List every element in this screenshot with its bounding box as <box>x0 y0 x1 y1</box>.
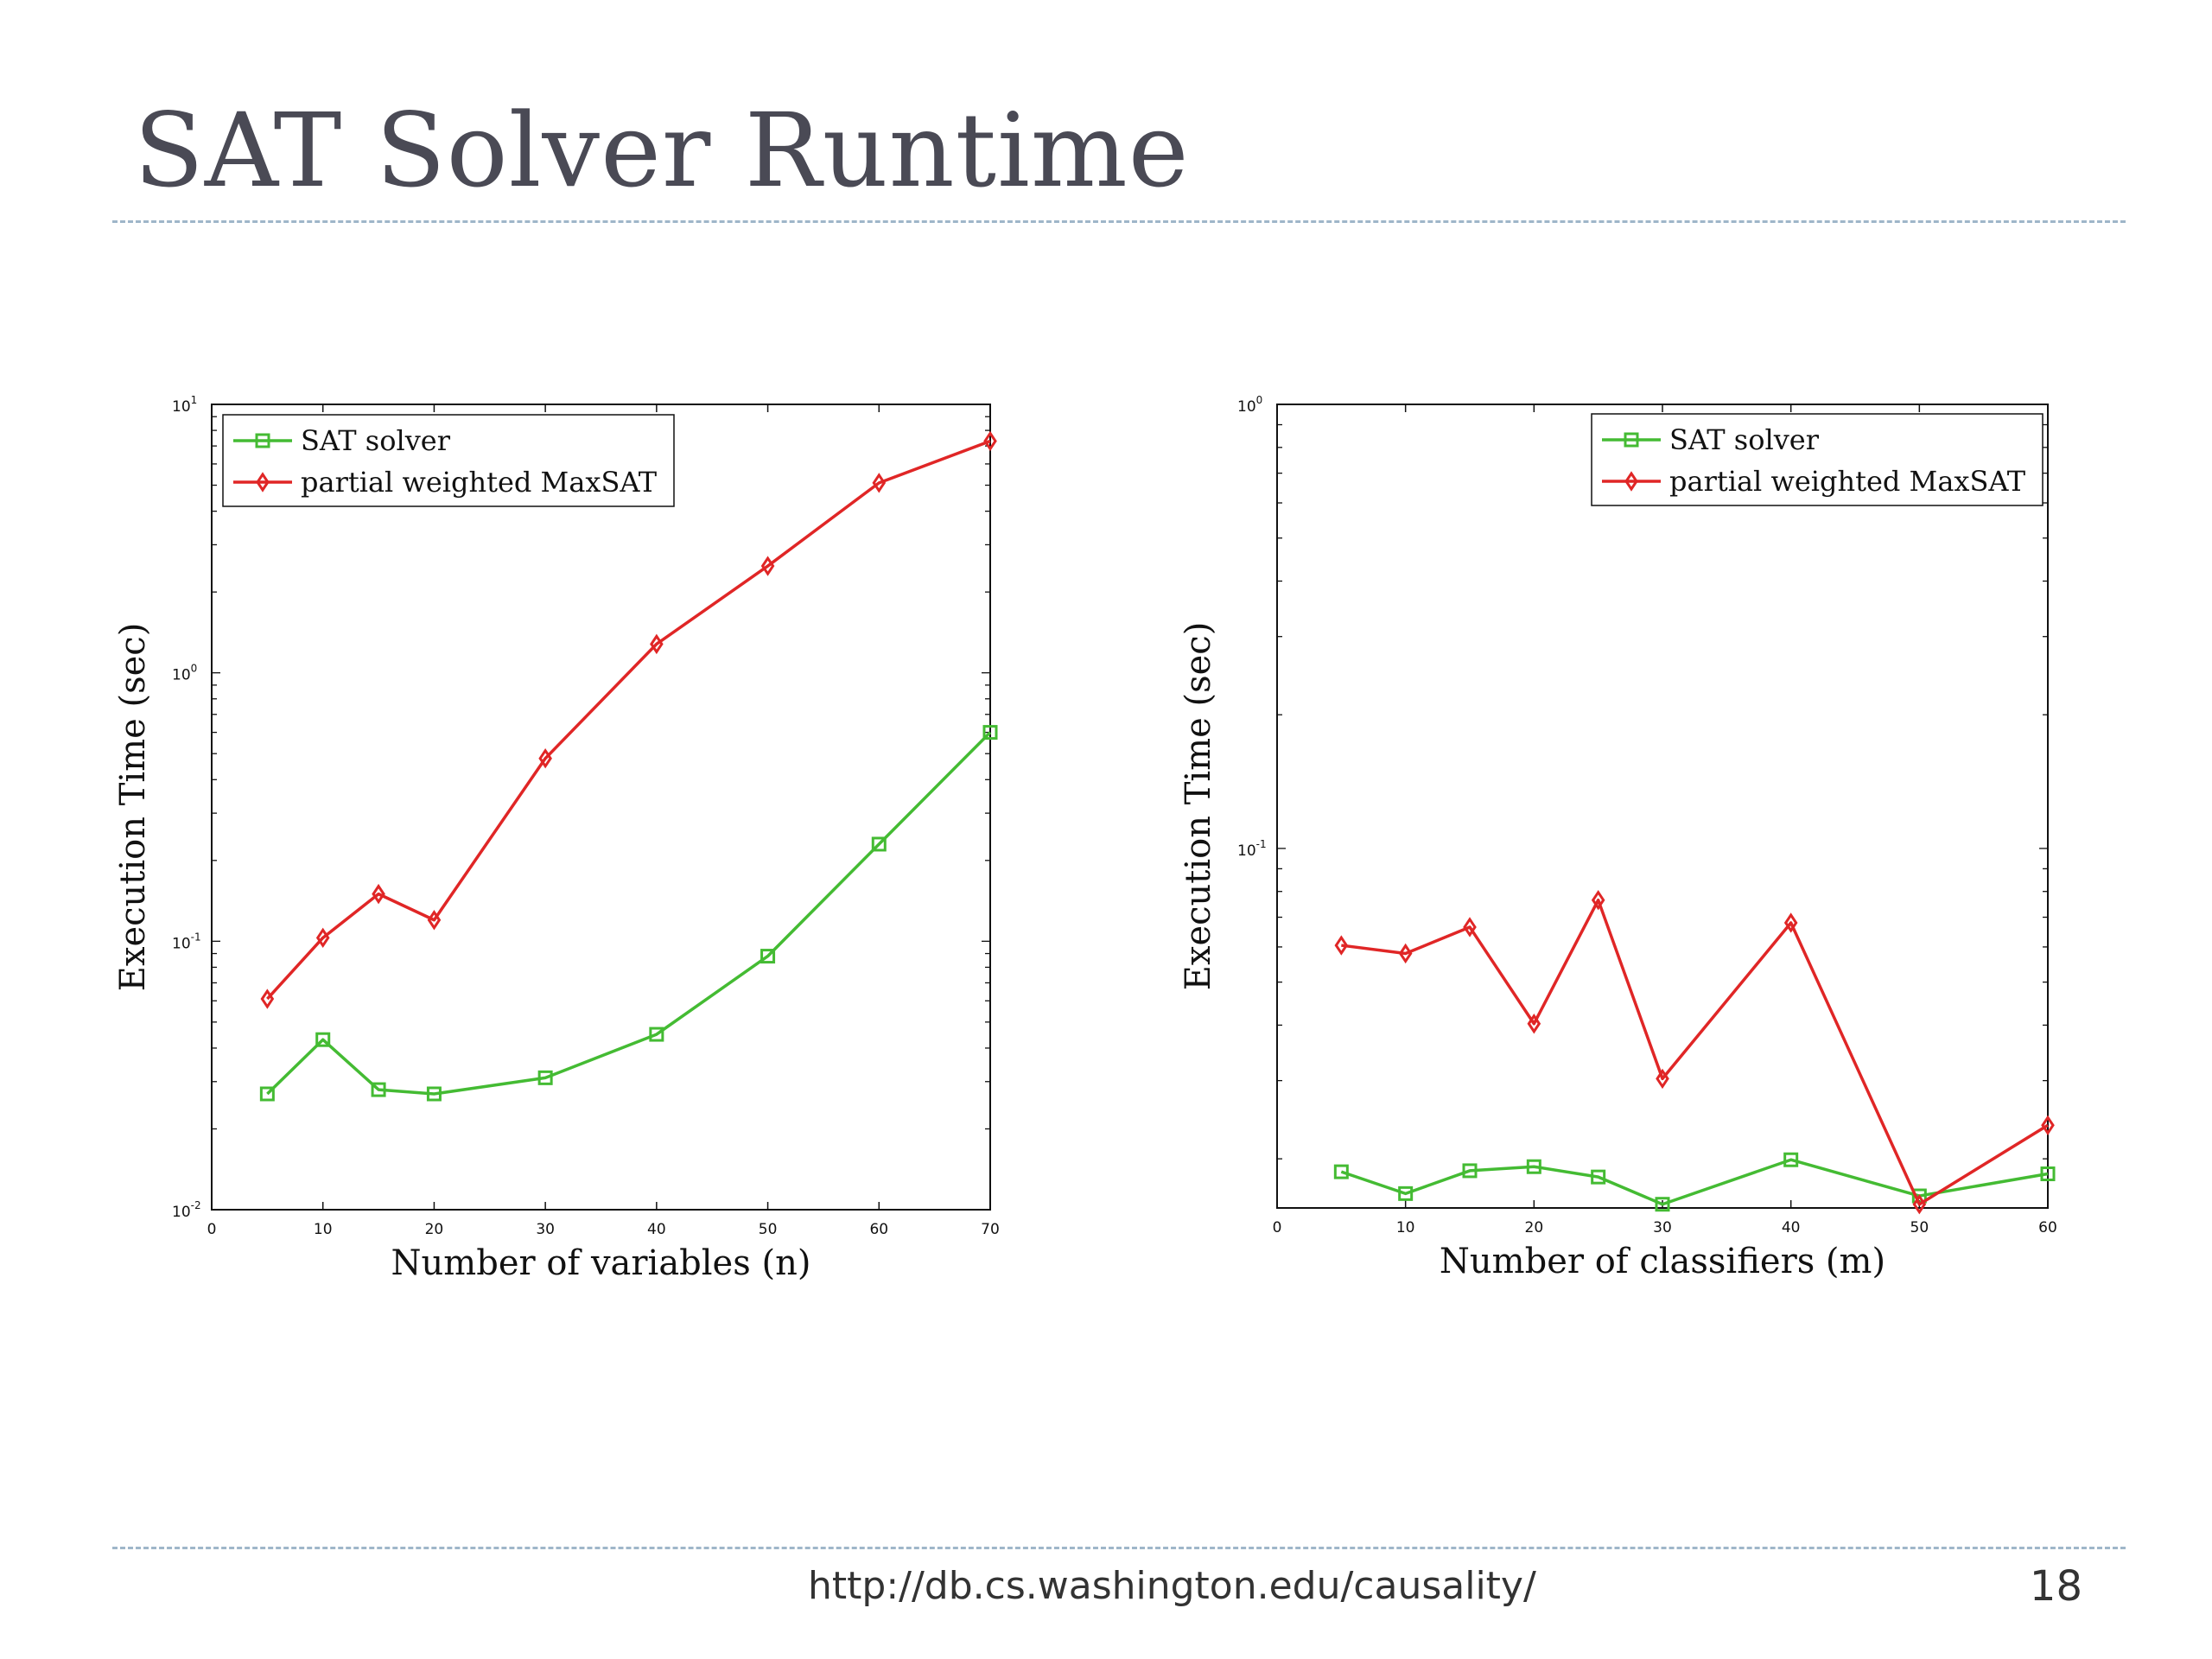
point-maxsat <box>315 927 330 949</box>
point-maxsat <box>760 556 775 576</box>
legend-label-maxsat: partial weighted MaxSAT <box>1669 465 2026 498</box>
series-line-sat-solver <box>266 731 992 1096</box>
plot-frame <box>211 404 991 1211</box>
point-sat-solver <box>315 1032 331 1047</box>
x-tick-label: 10 <box>314 1221 333 1238</box>
y-tick-label: 10-2 <box>172 1199 201 1221</box>
legend-box <box>222 414 675 507</box>
point-maxsat <box>1527 1014 1541 1034</box>
y-tick-label: 10-1 <box>1237 838 1267 860</box>
point-sat-solver <box>259 1086 275 1102</box>
point-sat-solver <box>1333 1164 1349 1179</box>
point-sat-solver <box>2040 1166 2056 1182</box>
point-sat-solver <box>871 836 887 852</box>
x-tick-label: 0 <box>207 1221 217 1238</box>
point-maxsat <box>538 747 552 769</box>
series-line-maxsat <box>1341 898 2049 1206</box>
footer-divider <box>112 1547 2126 1549</box>
x-tick-label: 50 <box>759 1221 778 1238</box>
x-tick-label: 60 <box>2038 1219 2057 1236</box>
point-sat-solver <box>1462 1163 1478 1179</box>
footer-url[interactable]: http://db.cs.washington.edu/causality/ <box>808 1564 1536 1608</box>
series-line-sat-solver <box>1340 1158 2049 1206</box>
point-sat-solver <box>982 725 998 741</box>
point-sat-solver <box>1591 1169 1606 1185</box>
point-sat-solver <box>760 949 776 964</box>
x-tick-label: 30 <box>1653 1219 1672 1236</box>
x-tick-label: 30 <box>536 1221 555 1238</box>
point-maxsat <box>1783 912 1798 933</box>
x-tick-label: 0 <box>1273 1219 1282 1236</box>
legend-label-sat-solver: SAT solver <box>301 424 451 457</box>
y-axis-label: Execution Time (sec) <box>1179 622 1218 991</box>
point-sat-solver <box>1526 1159 1541 1174</box>
x-tick-label: 40 <box>647 1221 666 1238</box>
slide-title: SAT Solver Runtime <box>134 91 1190 210</box>
x-tick-label: 20 <box>425 1221 444 1238</box>
legend-marker-sat-solver <box>255 433 270 448</box>
point-maxsat <box>2041 1115 2055 1135</box>
point-maxsat <box>1463 917 1477 938</box>
point-maxsat <box>1656 1068 1669 1090</box>
y-tick-label: 100 <box>1237 394 1262 416</box>
point-maxsat <box>872 473 887 493</box>
x-axis-label: Number of variables (n) <box>391 1243 811 1283</box>
x-axis-label: Number of classifiers (m) <box>1440 1242 1885 1281</box>
point-sat-solver <box>649 1027 664 1042</box>
y-axis-label: Execution Time (sec) <box>113 623 153 992</box>
point-sat-solver <box>371 1082 386 1097</box>
x-tick-label: 50 <box>1910 1219 1929 1236</box>
point-maxsat <box>260 988 275 1009</box>
y-tick-label: 10-1 <box>172 931 201 952</box>
point-sat-solver <box>1655 1197 1670 1212</box>
y-tick-label: 101 <box>172 394 197 416</box>
point-maxsat <box>1334 935 1349 956</box>
legend-box <box>1591 413 2044 506</box>
x-tick-label: 20 <box>1525 1219 1544 1236</box>
point-maxsat <box>650 633 664 655</box>
legend-marker-maxsat <box>1624 471 1638 492</box>
point-maxsat <box>1398 943 1413 964</box>
point-maxsat <box>1912 1194 1927 1215</box>
series-line-maxsat <box>266 439 991 1001</box>
point-sat-solver <box>537 1070 553 1085</box>
point-maxsat <box>427 910 442 931</box>
point-sat-solver <box>426 1086 442 1102</box>
point-sat-solver <box>1398 1185 1414 1201</box>
legend-marker-maxsat <box>256 472 270 493</box>
point-maxsat <box>1591 889 1605 911</box>
point-sat-solver <box>1783 1152 1799 1167</box>
x-tick-label: 40 <box>1782 1219 1801 1236</box>
x-tick-label: 60 <box>869 1221 888 1238</box>
x-tick-label: 70 <box>981 1221 1000 1238</box>
legend-label-maxsat: partial weighted MaxSAT <box>301 466 658 499</box>
page-number: 18 <box>2029 1562 2082 1611</box>
title-divider <box>112 220 2126 223</box>
y-tick-label: 100 <box>172 663 197 684</box>
point-maxsat <box>372 883 385 905</box>
legend-marker-sat-solver <box>1624 432 1639 448</box>
x-tick-label: 10 <box>1396 1219 1415 1236</box>
point-maxsat <box>983 430 997 452</box>
legend-label-sat-solver: SAT solver <box>1669 423 1820 456</box>
